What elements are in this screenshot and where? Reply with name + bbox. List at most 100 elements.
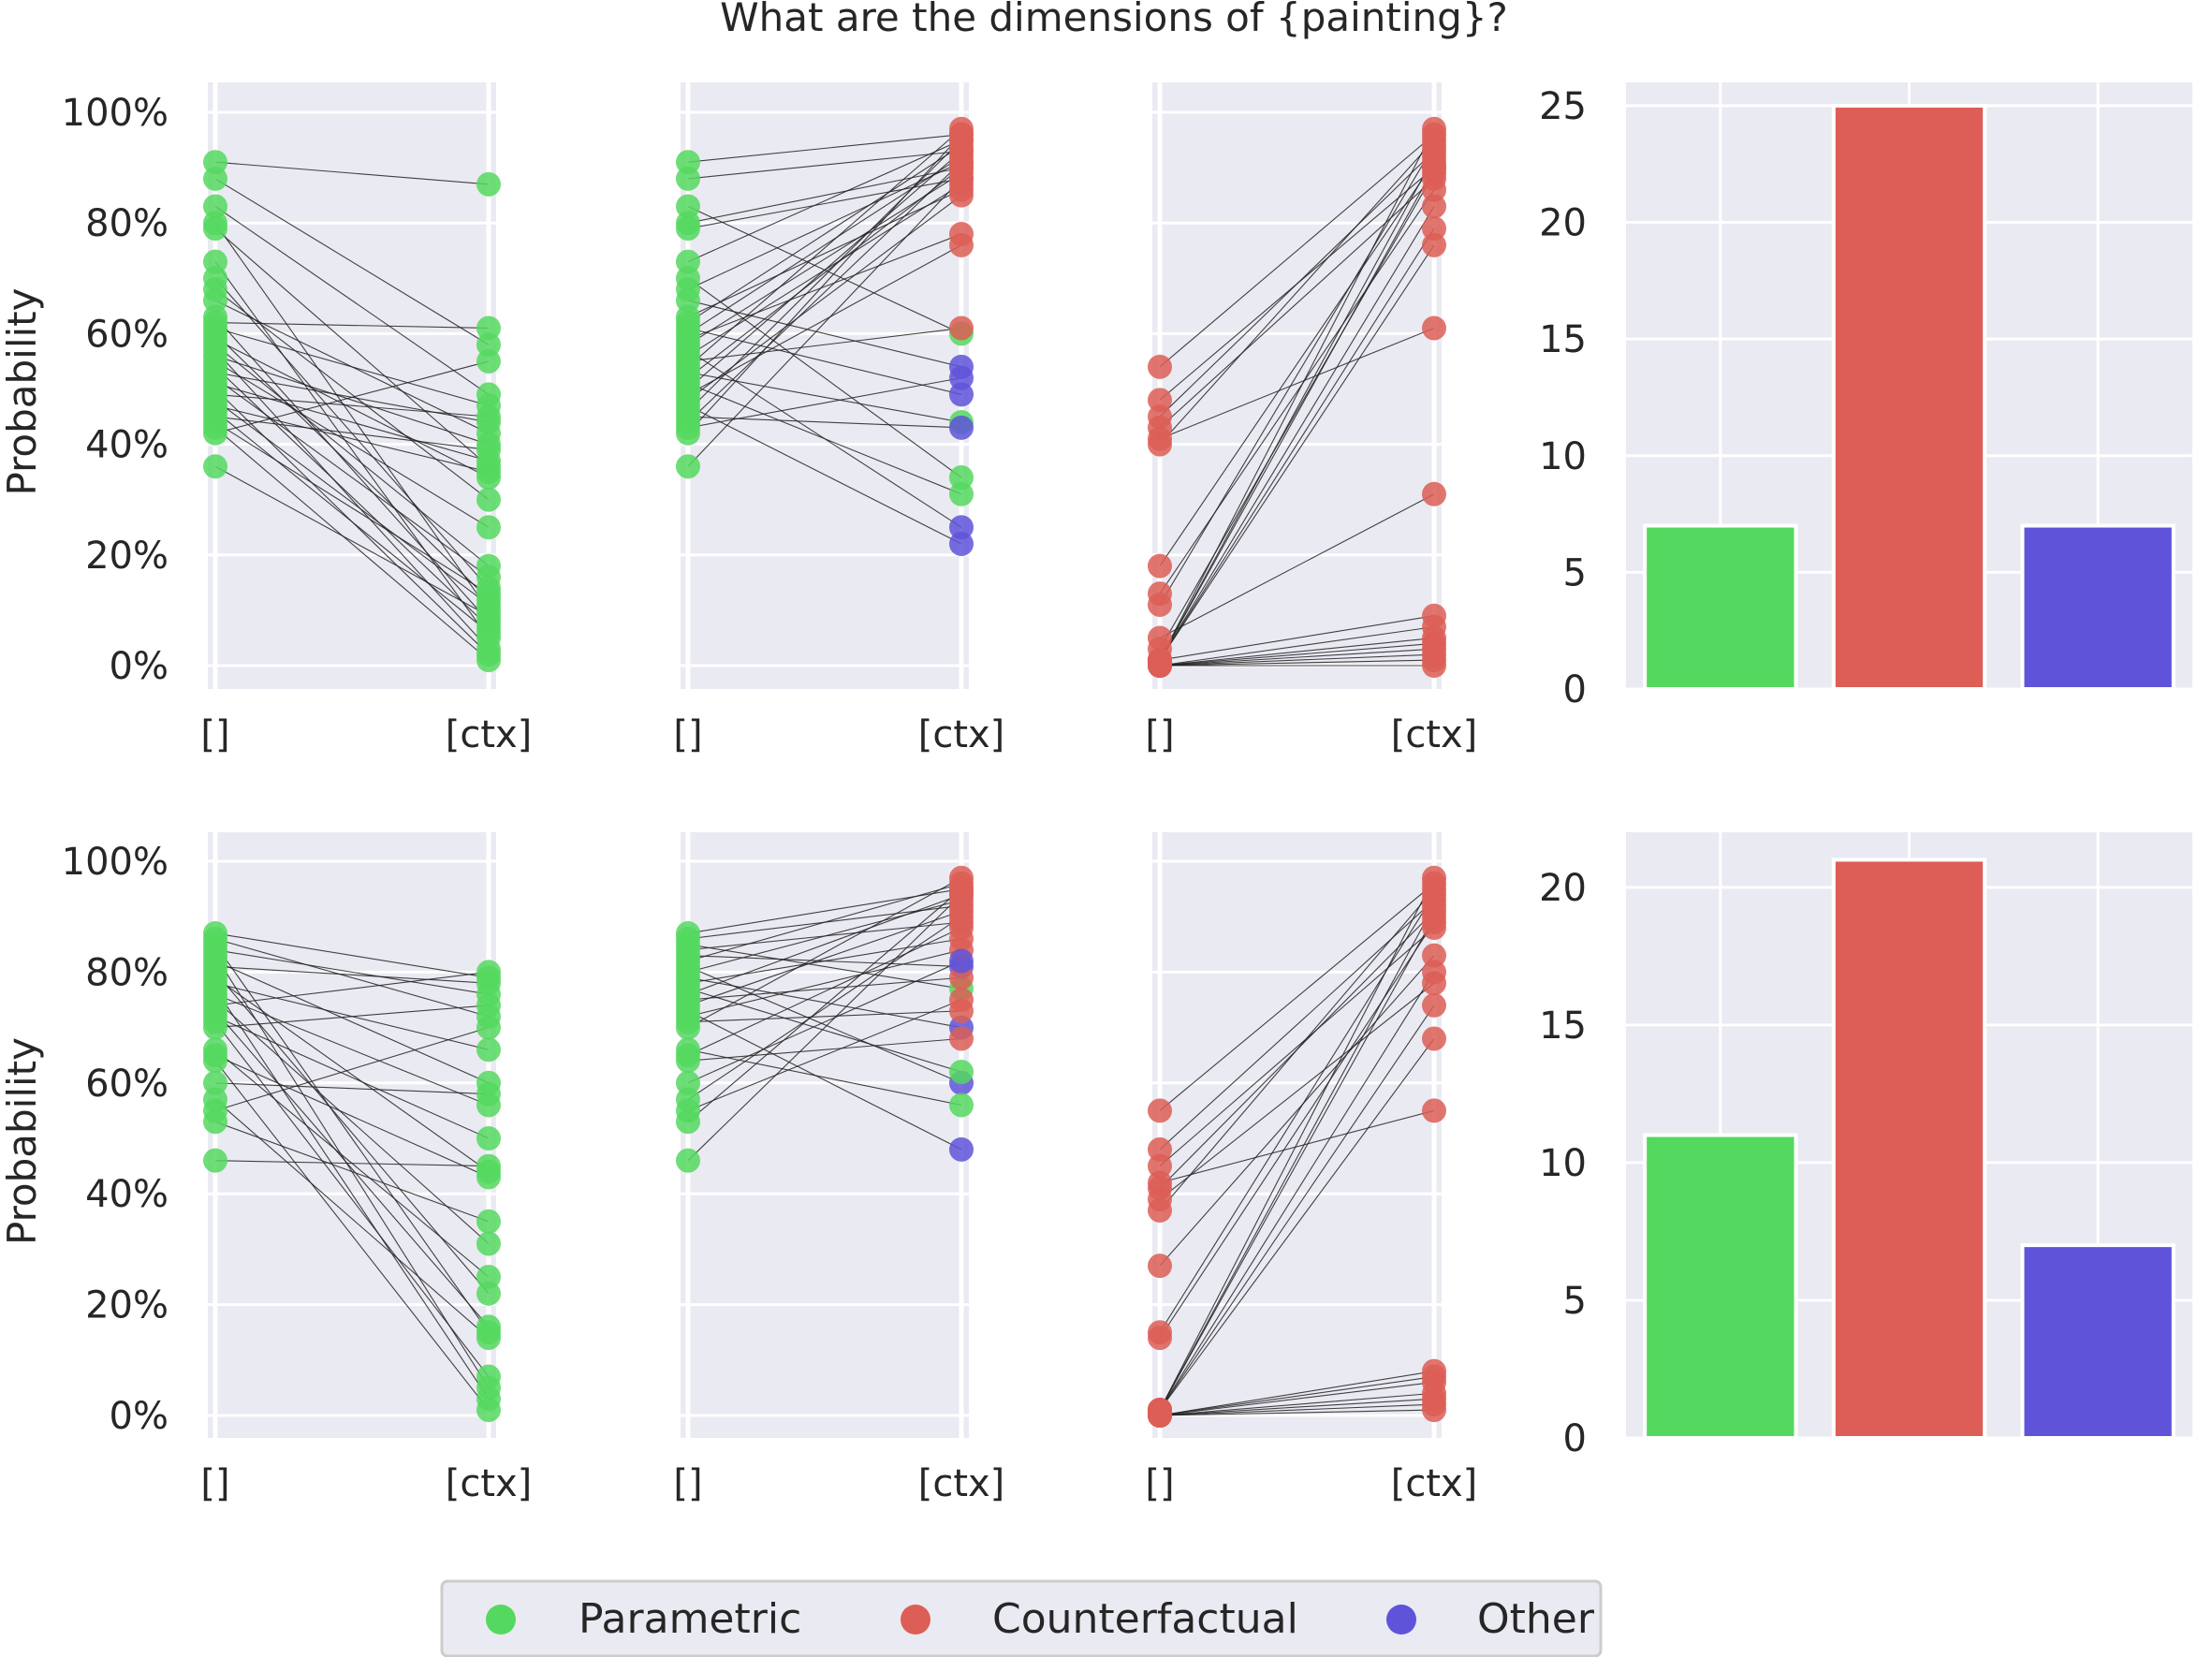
figure-title: What are the dimensions of {painting}? xyxy=(720,0,1508,40)
pair-line xyxy=(214,949,490,995)
y-tick-label: 0 xyxy=(1563,668,1587,711)
pair-line xyxy=(1159,877,1435,1411)
pair-line xyxy=(687,894,962,1162)
point-parametric-ctx xyxy=(949,481,974,506)
point-parametric-ctx xyxy=(476,1015,501,1040)
pair-line xyxy=(1159,172,1435,650)
pair-line xyxy=(214,1160,490,1167)
pair-line xyxy=(214,416,490,451)
pair-line xyxy=(687,938,962,984)
pair-line xyxy=(1159,150,1435,418)
pair-line xyxy=(214,1060,490,1411)
pair-line xyxy=(1159,493,1435,638)
pair-line xyxy=(1159,1004,1435,1411)
point-parametric-base xyxy=(203,1070,227,1095)
point-other-ctx xyxy=(949,531,974,556)
point-parametric-ctx xyxy=(476,437,501,462)
pair-line xyxy=(1159,916,1435,1411)
pair-line xyxy=(214,944,490,1333)
pair-line xyxy=(1159,1409,1435,1416)
pair-line xyxy=(214,1016,490,1139)
point-counterfactual-base xyxy=(1148,1326,1172,1351)
pair-line xyxy=(1159,888,1435,1211)
pair-line xyxy=(214,427,490,661)
point-counterfactual-ctx xyxy=(1422,992,1446,1018)
pair-line xyxy=(214,344,490,567)
legend-marker-other xyxy=(1386,1605,1416,1635)
x-tick-label: [ctx] xyxy=(1391,1462,1478,1505)
panel-row2-col2: [] [ctx] xyxy=(673,832,1004,1505)
point-parametric-ctx xyxy=(476,348,501,374)
pair-line xyxy=(214,965,490,984)
point-parametric-ctx xyxy=(476,1364,501,1389)
pair-line xyxy=(1159,1403,1435,1416)
point-counterfactual-base xyxy=(1148,1153,1172,1179)
y-tick-label: 0% xyxy=(110,1395,168,1438)
bar-counterfactual xyxy=(1831,858,1987,1440)
pair-line xyxy=(214,360,490,528)
point-counterfactual-ctx xyxy=(1422,155,1446,181)
point-parametric-base xyxy=(676,420,700,446)
point-parametric-base xyxy=(676,216,700,242)
pair-line xyxy=(687,1010,962,1023)
pair-line xyxy=(687,150,962,180)
y-tick-label: 40% xyxy=(85,1173,168,1216)
y-tick-label: 0 xyxy=(1563,1417,1587,1460)
point-counterfactual-base xyxy=(1148,653,1172,678)
pair-line xyxy=(214,1004,490,1029)
point-counterfactual-base xyxy=(1148,1136,1172,1162)
pair-line xyxy=(214,383,490,462)
point-parametric-base xyxy=(203,1148,227,1173)
pair-line xyxy=(687,161,962,290)
point-parametric-ctx xyxy=(476,581,501,607)
pair-line xyxy=(1159,648,1435,667)
pair-line xyxy=(687,1037,962,1062)
pair-line xyxy=(214,399,490,606)
pair-line xyxy=(1159,883,1435,1111)
pair-line xyxy=(214,932,490,978)
point-parametric-base xyxy=(203,216,227,242)
point-parametric-ctx xyxy=(476,1153,501,1179)
x-tick-label: [] xyxy=(200,1462,229,1505)
y-tick-label: 15 xyxy=(1539,1004,1587,1048)
pair-line xyxy=(687,189,962,318)
bar-parametric xyxy=(1643,523,1798,691)
pair-line xyxy=(1159,227,1435,661)
pair-line xyxy=(214,1027,490,1111)
point-counterfactual-base xyxy=(1148,1403,1172,1428)
point-counterfactual-base xyxy=(1148,592,1172,617)
pair-line xyxy=(687,327,962,362)
panel-row2-col1: [] [ctx] 0% 20% 40% 60% 80% 100% Probability xyxy=(0,832,532,1505)
pair-line xyxy=(687,894,962,995)
pair-line xyxy=(687,233,962,340)
pair-line xyxy=(1159,128,1435,661)
point-counterfactual-ctx xyxy=(1422,1098,1446,1123)
point-counterfactual-ctx xyxy=(1422,904,1446,930)
panels: [] [ctx]0%20%40%60%80%100%Probability[] [c… xyxy=(0,82,2192,1505)
pair-line xyxy=(214,1054,490,1178)
point-counterfactual-ctx xyxy=(1422,960,1446,985)
point-parametric-ctx xyxy=(476,992,501,1018)
pair-line xyxy=(214,206,490,395)
point-parametric-ctx xyxy=(949,1059,974,1084)
y-tick-label: 0% xyxy=(110,645,168,688)
point-parametric-ctx xyxy=(476,171,501,197)
panel-row1-col3: [] [ctx] xyxy=(1145,82,1477,756)
point-parametric-base xyxy=(676,1109,700,1135)
y-tick-label: 100% xyxy=(62,92,168,135)
pair-line xyxy=(214,999,490,1244)
point-counterfactual-ctx xyxy=(949,988,974,1012)
pair-line xyxy=(687,244,962,395)
point-parametric-ctx xyxy=(476,1281,501,1306)
panel-row1-col1: [] [ctx] 0% 20% 40% 60% 80% 100% Probability xyxy=(0,82,532,756)
pair-line xyxy=(214,322,490,330)
point-parametric-base xyxy=(676,454,700,479)
pair-line xyxy=(214,938,490,1018)
point-counterfactual-ctx xyxy=(949,1026,974,1051)
point-parametric-ctx xyxy=(476,960,501,985)
pair-line xyxy=(1159,982,1435,1200)
pair-line xyxy=(214,227,490,467)
y-tick-label: 20 xyxy=(1539,202,1587,245)
pair-line xyxy=(214,338,490,478)
pair-line xyxy=(1159,189,1435,594)
